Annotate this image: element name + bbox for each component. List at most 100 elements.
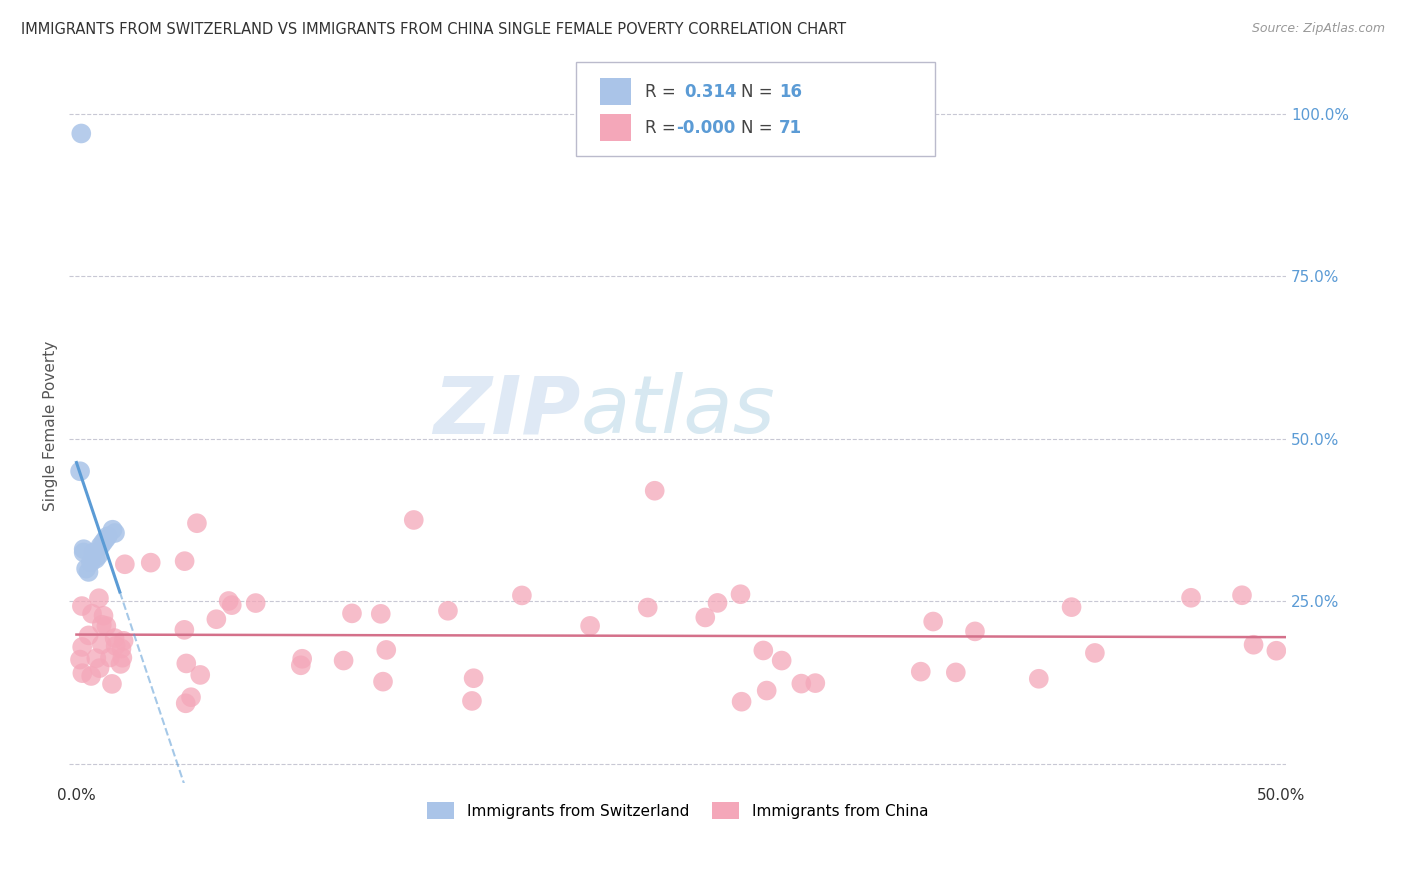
Point [218, 594, 240, 608]
Point [73, 542, 96, 557]
Point [110, 657, 132, 671]
Point [80, 555, 103, 569]
Point [94, 533, 117, 547]
Point [1060, 600, 1083, 615]
Point [114, 558, 136, 572]
Point [730, 695, 752, 709]
Text: -0.000: -0.000 [676, 119, 735, 136]
Point [77, 565, 100, 579]
Text: atlas: atlas [581, 373, 775, 450]
Point [186, 516, 208, 531]
Point [104, 639, 127, 653]
Text: 16: 16 [779, 83, 801, 101]
Point [463, 671, 485, 685]
Point [752, 643, 775, 657]
Text: R =: R = [645, 119, 676, 136]
Point [84, 552, 107, 566]
Point [510, 589, 533, 603]
Point [579, 619, 602, 633]
Point [695, 610, 717, 624]
Point [82, 545, 104, 559]
Point [790, 676, 813, 690]
Point [173, 554, 195, 568]
Point [910, 665, 932, 679]
Point [90, 637, 112, 651]
Point [461, 694, 484, 708]
Point [73, 545, 96, 559]
Point [370, 607, 392, 621]
Point [180, 690, 202, 705]
Point [706, 596, 728, 610]
Text: N =: N = [741, 119, 772, 136]
Point [1230, 588, 1253, 602]
Point [922, 615, 945, 629]
Point [291, 652, 314, 666]
Point [290, 658, 312, 673]
Legend: Immigrants from Switzerland, Immigrants from China: Immigrants from Switzerland, Immigrants … [420, 796, 935, 825]
Point [103, 631, 125, 645]
Point [91, 535, 114, 549]
Point [70, 127, 93, 141]
Point [332, 654, 354, 668]
Point [80, 669, 103, 683]
Point [730, 587, 752, 601]
Point [402, 513, 425, 527]
Point [98, 650, 121, 665]
Text: Source: ZipAtlas.com: Source: ZipAtlas.com [1251, 22, 1385, 36]
Point [945, 665, 967, 680]
Text: IMMIGRANTS FROM SWITZERLAND VS IMMIGRANTS FROM CHINA SINGLE FEMALE POVERTY CORRE: IMMIGRANTS FROM SWITZERLAND VS IMMIGRANT… [21, 22, 846, 37]
Point [75, 562, 97, 576]
Text: 71: 71 [779, 119, 801, 136]
Point [84, 651, 107, 665]
Point [90, 617, 112, 632]
Point [112, 633, 135, 648]
Point [87, 549, 110, 563]
Point [70, 599, 93, 613]
Point [437, 604, 460, 618]
Point [173, 623, 195, 637]
Point [70, 640, 93, 654]
Point [174, 696, 197, 710]
Point [139, 556, 162, 570]
Point [188, 668, 211, 682]
Point [375, 643, 398, 657]
Point [1265, 644, 1288, 658]
Point [104, 525, 127, 540]
Point [77, 628, 100, 642]
Point [1180, 591, 1202, 605]
Point [340, 607, 363, 621]
Point [1084, 646, 1107, 660]
Point [371, 674, 394, 689]
Point [1028, 672, 1050, 686]
Point [176, 657, 198, 671]
Point [101, 677, 124, 691]
Point [93, 608, 115, 623]
Point [644, 483, 666, 498]
Y-axis label: Single Female Poverty: Single Female Poverty [44, 341, 58, 511]
Point [89, 661, 111, 675]
Point [205, 612, 228, 626]
Point [221, 598, 243, 612]
Point [755, 683, 778, 698]
Point [90, 539, 112, 553]
Point [804, 676, 827, 690]
Point [110, 641, 132, 656]
Point [245, 596, 267, 610]
Point [80, 607, 103, 621]
Point [637, 600, 659, 615]
Point [87, 591, 110, 606]
Point [69, 652, 91, 666]
Text: N =: N = [741, 83, 772, 101]
Point [963, 624, 986, 639]
Text: ZIP: ZIP [433, 373, 581, 450]
Text: 0.314: 0.314 [685, 83, 737, 101]
Point [69, 464, 91, 478]
Point [1243, 638, 1265, 652]
Point [111, 650, 134, 665]
Point [72, 666, 94, 681]
Text: R =: R = [645, 83, 676, 101]
Point [96, 619, 118, 633]
Point [770, 654, 793, 668]
Point [97, 529, 120, 543]
Point [101, 523, 124, 537]
